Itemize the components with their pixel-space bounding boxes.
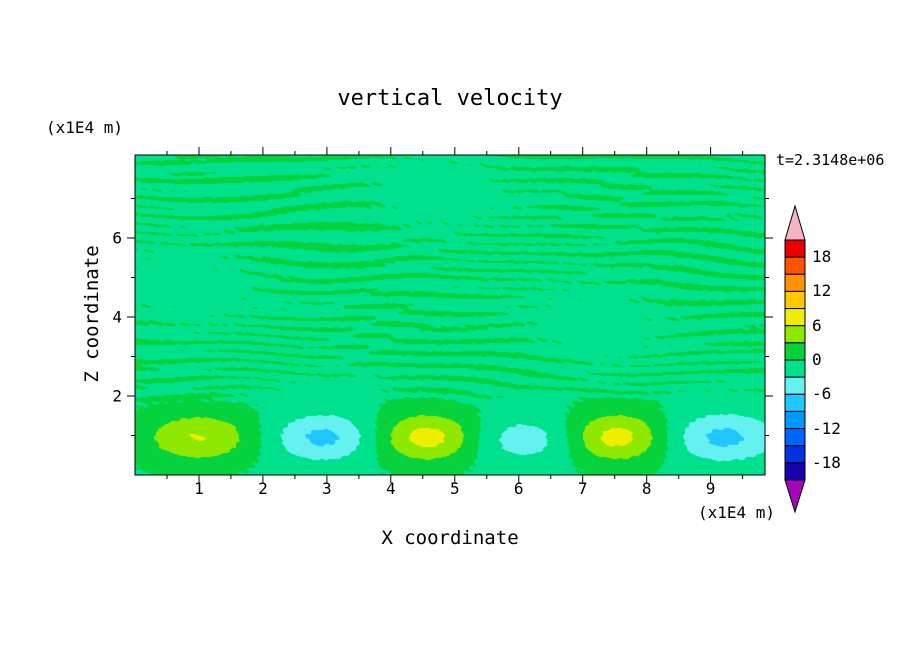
y-tick-label: 2 [112, 386, 122, 406]
time-annotation: t=2.3148e+06 [776, 151, 885, 169]
colorbar-cell [784, 393, 806, 412]
colorbar-cell [784, 239, 806, 258]
colorbar-tick-label: -12 [812, 418, 841, 438]
colorbar-tick-label: 0 [812, 350, 822, 369]
colorbar-cell [784, 445, 806, 464]
contour-field-canvas [135, 155, 765, 475]
y-tick-label: 4 [112, 307, 122, 327]
plot-title: vertical velocity [337, 86, 563, 111]
x-tick-label: 7 [577, 479, 588, 498]
x-tick-label: 6 [513, 479, 524, 498]
colorbar-cell [784, 342, 806, 361]
y-axis-units: (x1E4 m) [46, 118, 124, 137]
colorbar-cell [784, 462, 806, 481]
x-tick-label: 2 [258, 479, 268, 498]
x-tick-label: 9 [705, 479, 716, 498]
colorbar-cell [784, 376, 806, 395]
colorbar-cell [784, 410, 806, 430]
x-tick-label: 5 [449, 479, 460, 498]
x-tick-label: 4 [386, 479, 396, 498]
colorbar-tick-label: 18 [812, 247, 832, 267]
x-tick-label: 8 [641, 479, 652, 498]
y-tick-label: 6 [112, 228, 122, 248]
x-axis-units: (x1E4 m) [697, 503, 775, 522]
colorbar-over-arrow [784, 204, 806, 241]
x-axis-label: X coordinate [381, 527, 519, 549]
colorbar-tick-label: 6 [812, 315, 822, 335]
colorbar-cell [784, 359, 806, 378]
colorbar-cell [784, 325, 806, 344]
x-tick-label: 1 [194, 479, 204, 498]
colorbar-cell [784, 273, 806, 292]
x-tick-label: 3 [322, 479, 332, 498]
colorbar-cell [784, 428, 806, 447]
colorbar-cell [784, 308, 806, 327]
colorbar-tick-label: -18 [812, 452, 841, 472]
colorbar-tick-label: -6 [812, 384, 832, 404]
colorbar-cell [784, 290, 806, 310]
colorbar [784, 204, 806, 514]
colorbar-tick-label: 12 [812, 281, 832, 301]
colorbar-under-arrow [784, 479, 806, 514]
colorbar-cell [784, 256, 806, 275]
